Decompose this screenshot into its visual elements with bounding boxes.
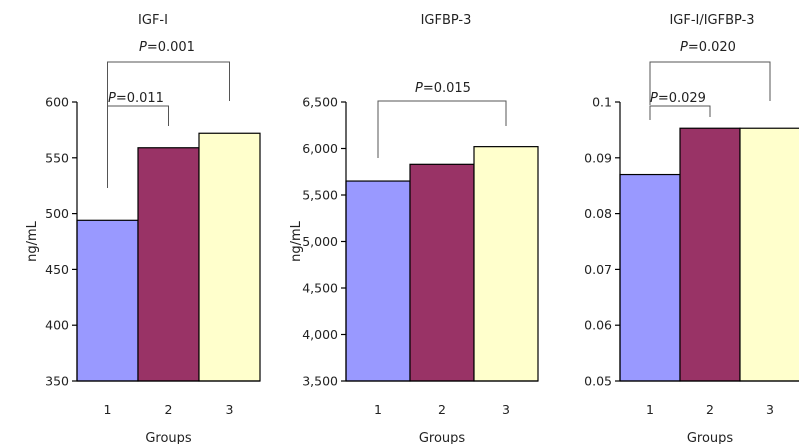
x-tick-label: 1 (104, 402, 112, 417)
y-tick-label: 0.05 (584, 374, 612, 389)
y-tick-label: 3,500 (302, 374, 338, 389)
y-tick-label: 600 (45, 95, 69, 110)
p-value-number: =0.015 (423, 81, 471, 96)
p-value-label: P=0.011 (108, 91, 164, 106)
p-value-label: P=0.029 (650, 91, 706, 106)
x-axis-label: Groups (687, 431, 734, 444)
p-value-label: P=0.001 (139, 40, 195, 55)
y-tick-label: 0.07 (584, 262, 612, 277)
bar-group-3 (473, 146, 539, 382)
p-value-prefix: P (139, 40, 147, 55)
p-value-number: =0.020 (688, 40, 736, 55)
bar-group-2 (679, 127, 741, 382)
p-value-number: =0.001 (147, 40, 195, 55)
significance-bracket (107, 105, 169, 131)
y-tick-label: 0.06 (584, 318, 612, 333)
p-value-label: P=0.020 (680, 40, 736, 55)
p-value-number: =0.029 (658, 91, 706, 106)
x-tick-label: 1 (646, 402, 654, 417)
significance-bracket (377, 100, 507, 158)
y-tick-label: 400 (45, 318, 69, 333)
y-tick-label: 0.08 (584, 206, 612, 221)
y-tick-label: 450 (45, 262, 69, 277)
x-tick-label: 2 (438, 402, 446, 417)
x-tick-label: 1 (374, 402, 382, 417)
y-tick-label: 6,000 (302, 141, 338, 156)
y-axis-label: ng/mL (289, 220, 304, 262)
bar-group-2 (137, 147, 200, 382)
p-value-label: P=0.015 (415, 81, 471, 96)
y-tick-label: 4,500 (302, 281, 338, 296)
bar-group-3 (198, 132, 261, 382)
x-tick-label: 2 (165, 402, 173, 417)
p-value-prefix: P (650, 91, 658, 106)
y-tick-label: 5,500 (302, 188, 338, 203)
chart-title: IGF-I (138, 13, 168, 28)
p-value-prefix: P (415, 81, 423, 96)
y-tick-label: 4,000 (302, 327, 338, 342)
bar-group-1 (345, 180, 411, 382)
x-tick-label: 3 (502, 402, 510, 417)
x-tick-label: 2 (706, 402, 714, 417)
chart-panel-3: 0.05 0.06 0.07 0.08 0.09 0.1 1 2 3 IGF-I/IGFBP-3 G… (584, 13, 799, 444)
x-tick-label: 3 (226, 402, 234, 417)
y-tick-label: 0.09 (584, 150, 612, 165)
significance-bracket (649, 105, 711, 120)
bar-group-1 (76, 219, 139, 382)
y-tick-label: 5,000 (302, 234, 338, 249)
chart-title: IGFBP-3 (421, 13, 472, 28)
chart-title: IGF-I/IGFBP-3 (669, 13, 754, 28)
x-tick-label: 3 (766, 402, 774, 417)
x-axis-label: Groups (419, 431, 466, 444)
significance-bracket (649, 61, 771, 105)
y-tick-label: 6,500 (302, 95, 338, 110)
y-tick-label: 350 (45, 374, 69, 389)
p-value-prefix: P (680, 40, 688, 55)
p-value-number: =0.011 (116, 91, 164, 106)
x-axis-label: Groups (145, 431, 192, 444)
y-tick-label: 0.1 (592, 95, 612, 110)
bar-group-1 (619, 173, 681, 382)
y-tick-label: 500 (45, 206, 69, 221)
chart-panel-2: 3,500 4,000 4,500 5,000 5,500 6,000 6,500 1 2 3 IG… (289, 13, 539, 444)
bar-group-3 (739, 127, 799, 382)
p-value-prefix: P (108, 91, 116, 106)
bar-group-2 (409, 163, 475, 382)
y-tick-label: 550 (45, 150, 69, 165)
y-axis-label: ng/mL (25, 220, 40, 262)
